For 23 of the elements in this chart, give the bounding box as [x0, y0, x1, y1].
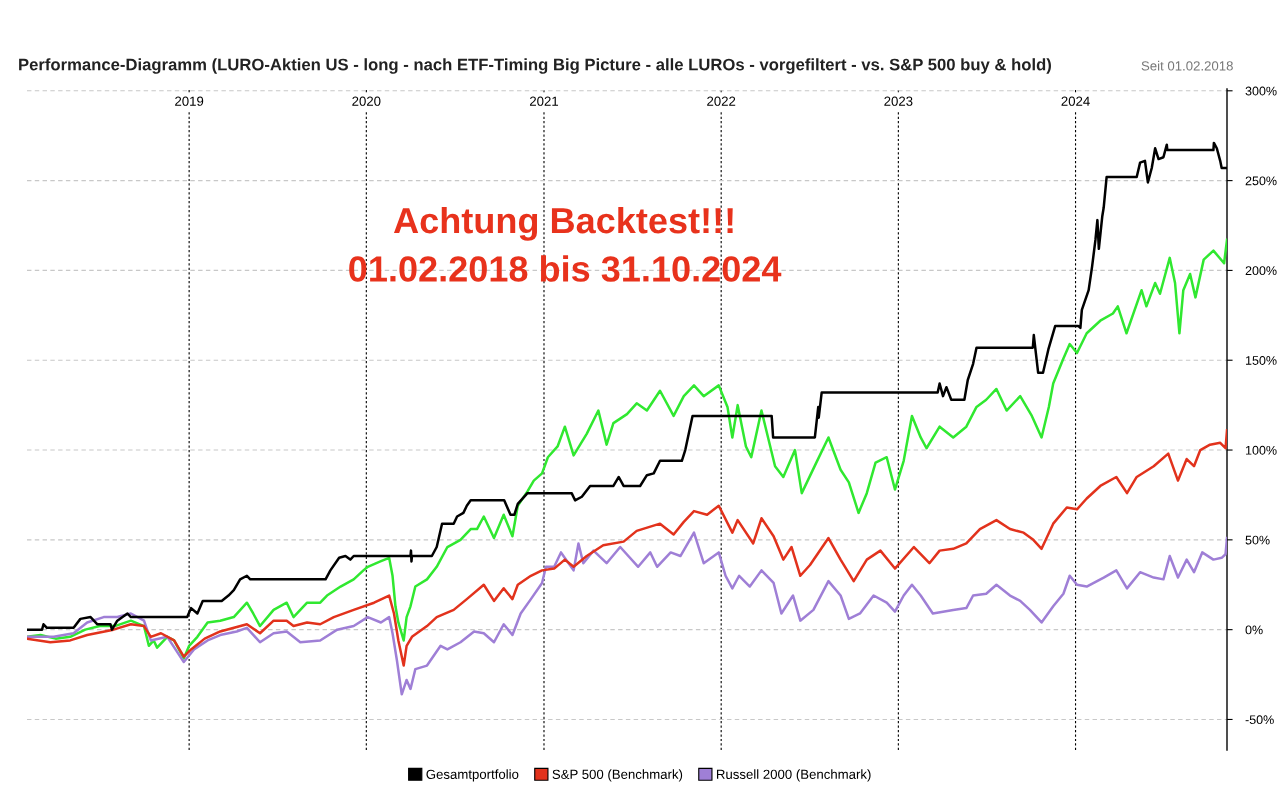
line-series [27, 429, 1227, 667]
chart-title: Performance-Diagramm (LURO-Aktien US - long - nach ETF-Timing Big Picture - alle LUROs - vorgefiltert - vs. S&P 500 buy & hold) [19, 58, 1051, 74]
legend-label: Russell 2000 (Benchmark) [717, 769, 871, 782]
legend-label: S&P 500 (Benchmark) [552, 769, 683, 782]
x-tick-label: 2023 [884, 96, 913, 106]
x-tick-label: 2019 [175, 96, 204, 106]
x-tick-label: 2020 [352, 96, 381, 106]
legend-label: Gesamtportfolio [426, 769, 519, 782]
y-tick-label: 0% [1245, 625, 1263, 635]
annotation: 01.02.2018 bis 31.10.2024 [349, 255, 782, 282]
x-tick-label: 2022 [707, 96, 736, 106]
y-tick-label: 250% [1245, 176, 1277, 186]
y-tick-label: 150% [1246, 356, 1277, 365]
y-tick-label: 300% [1245, 86, 1277, 96]
x-tick-label: 2021 [529, 96, 559, 106]
y-tick-label: 200% [1245, 266, 1277, 276]
y-tick-label: 100% [1246, 445, 1277, 455]
chart-subtitle: Seit 01.02.2018 [1141, 60, 1233, 71]
y-tick-label: 50% [1245, 535, 1270, 545]
annotation: Achtung Backtest!!! [393, 206, 733, 241]
x-tick-label: 2024 [1061, 96, 1090, 106]
y-tick-label: -50% [1245, 715, 1274, 725]
line-series [27, 531, 1227, 696]
